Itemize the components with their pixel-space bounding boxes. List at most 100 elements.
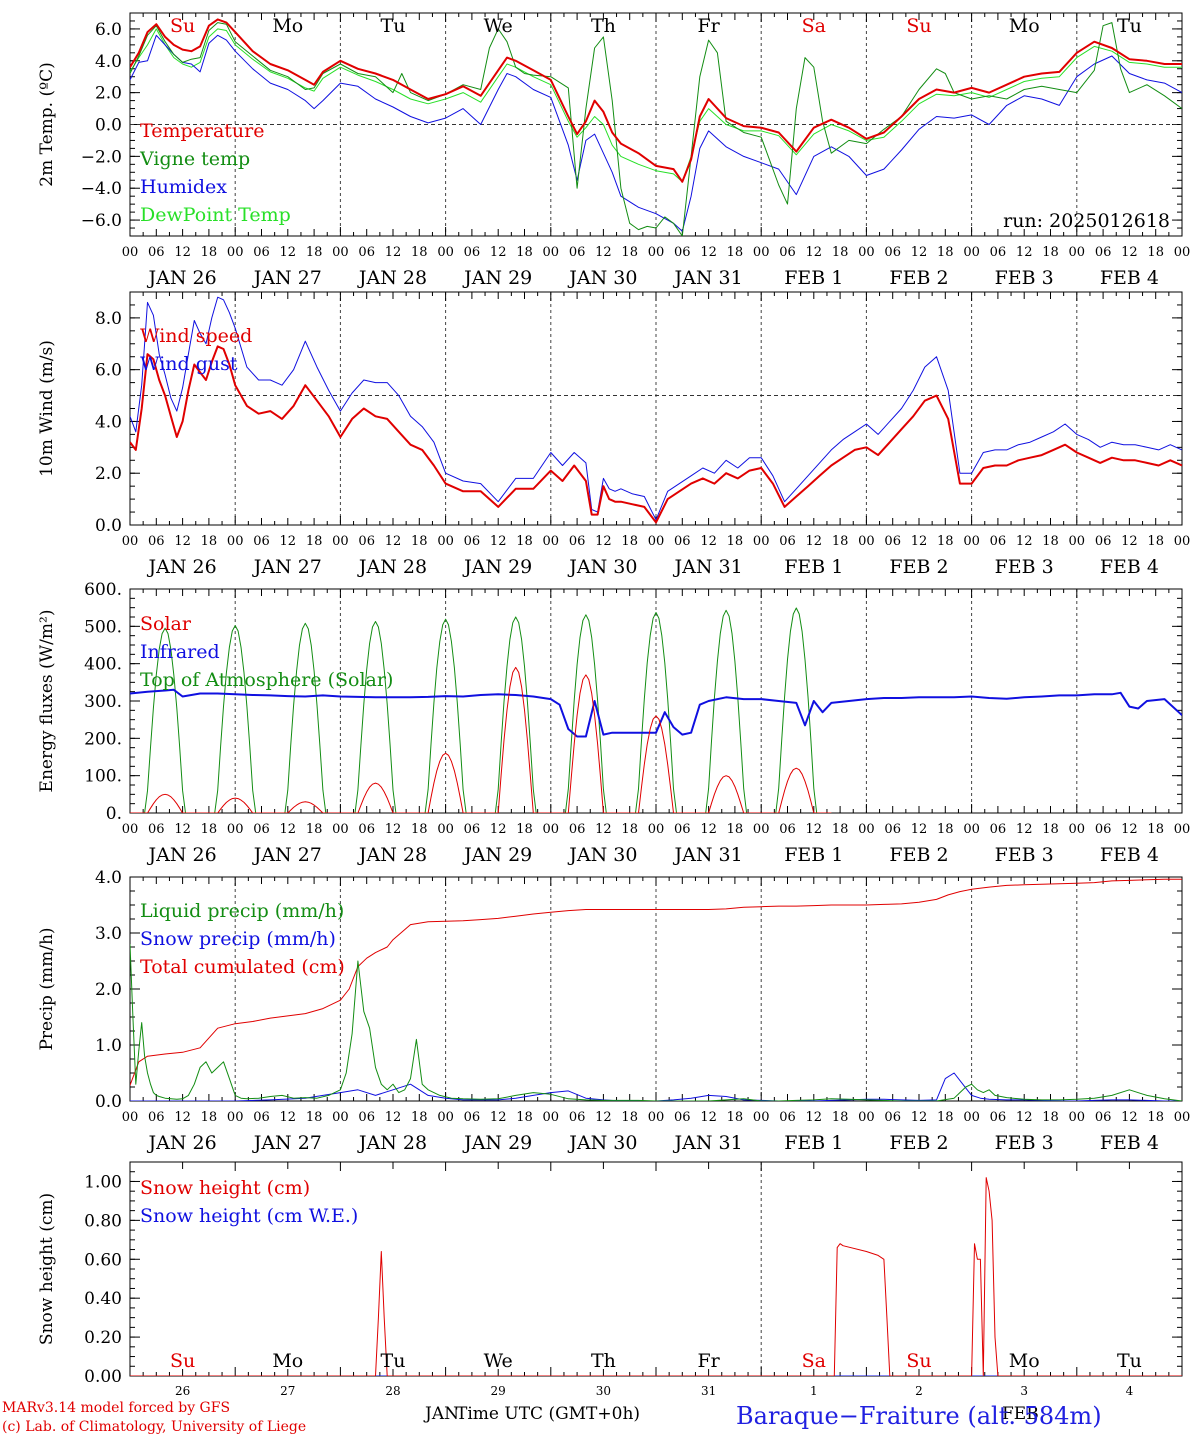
- hour-tick-label: 06: [884, 245, 901, 260]
- hour-tick-label: 18: [306, 822, 323, 837]
- hour-tick-label: 18: [937, 822, 954, 837]
- hour-tick-label: 12: [700, 1110, 717, 1125]
- legend-entry: Snow precip (mm/h): [140, 928, 336, 950]
- hour-tick-label: 18: [516, 245, 533, 260]
- y-tick-label: 4.0: [95, 412, 122, 432]
- weekday-label: We: [484, 1350, 513, 1372]
- weekday-label: Fr: [697, 15, 720, 37]
- hour-tick-label: 06: [990, 822, 1007, 837]
- series-line: [130, 1177, 1182, 1376]
- legend-entry: Total cumulated (cm): [140, 956, 345, 978]
- hour-tick-label: 06: [148, 1110, 165, 1125]
- hour-tick-label: 12: [595, 1110, 612, 1125]
- hour-tick-label: 18: [201, 534, 218, 549]
- hour-tick-label: 06: [358, 245, 375, 260]
- legend-entry: Temperature: [140, 120, 264, 142]
- hour-tick-label: 18: [727, 534, 744, 549]
- hour-tick-label: 18: [727, 822, 744, 837]
- hour-tick-label: 00: [1174, 245, 1191, 260]
- hour-tick-label: 18: [516, 534, 533, 549]
- hour-tick-label: 06: [569, 534, 586, 549]
- hour-tick-label: 00: [437, 245, 454, 260]
- legend-entry: DewPoint Temp: [140, 204, 291, 226]
- hour-tick-label: 00: [1069, 1110, 1086, 1125]
- hour-tick-label: 06: [464, 1110, 481, 1125]
- y-axis-label: 10m Wind (m/s): [37, 340, 57, 477]
- day-number-label: 31: [701, 1384, 716, 1398]
- hour-tick-label: 00: [1069, 822, 1086, 837]
- hour-tick-label: 06: [569, 822, 586, 837]
- hour-tick-label: 06: [990, 534, 1007, 549]
- series-line: [130, 944, 1182, 1101]
- hour-tick-label: 18: [201, 1110, 218, 1125]
- weekday-label: Su: [170, 15, 195, 37]
- y-tick-label: 4.0: [95, 868, 122, 888]
- hour-tick-label: 12: [806, 1110, 823, 1125]
- hour-tick-label: 06: [358, 822, 375, 837]
- series-line: [130, 34, 1182, 232]
- hour-tick-label: 00: [1174, 534, 1191, 549]
- hour-tick-label: 18: [1147, 822, 1164, 837]
- hour-tick-label: 06: [1095, 1110, 1112, 1125]
- hour-tick-label: 06: [148, 822, 165, 837]
- panel-1: 6.0 4.0 2.0 0.0 −2.0 −4.0 −6.0 2m Temp. (ºC) Tem…: [37, 12, 1191, 289]
- weekday-label: Mo: [1009, 15, 1040, 37]
- hour-tick-label: 00: [227, 534, 244, 549]
- hour-tick-label: 00: [332, 822, 349, 837]
- date-label: FEB 1: [784, 1132, 843, 1154]
- hour-tick-label: 00: [963, 1110, 980, 1125]
- hour-tick-label: 06: [253, 822, 270, 837]
- weekday-label: Su: [906, 1350, 931, 1372]
- hour-tick-label: 00: [437, 822, 454, 837]
- date-label: JAN 26: [147, 267, 217, 289]
- hour-tick-label: 06: [884, 1110, 901, 1125]
- hour-tick-label: 06: [148, 534, 165, 549]
- hour-tick-label: 06: [464, 822, 481, 837]
- hour-tick-label: 18: [306, 245, 323, 260]
- date-label: JAN 28: [357, 556, 427, 578]
- y-tick-label: 6.0: [95, 20, 122, 40]
- hour-tick-label: 06: [358, 534, 375, 549]
- series-line: [130, 18, 1182, 183]
- hour-tick-label: 00: [858, 1110, 875, 1125]
- hour-tick-label: 00: [227, 822, 244, 837]
- y-tick-label: 300.: [84, 692, 122, 712]
- hour-tick-label: 12: [700, 822, 717, 837]
- hour-tick-label: 12: [806, 245, 823, 260]
- hour-tick-label: 06: [253, 1110, 270, 1125]
- hour-tick-label: 00: [648, 1110, 665, 1125]
- hour-tick-label: 00: [1069, 245, 1086, 260]
- hour-tick-label: 00: [227, 245, 244, 260]
- series-line: [130, 1072, 1182, 1101]
- date-label: JAN 29: [462, 556, 532, 578]
- legend-entry: Wind gust: [140, 353, 238, 375]
- month-label-jan: JAN: [425, 1404, 459, 1424]
- series-line: [130, 296, 1182, 521]
- hour-tick-label: 18: [937, 245, 954, 260]
- station-title: Baraque−Fraiture (alt. 584m): [736, 1402, 1102, 1430]
- weekday-label: Tu: [381, 1350, 406, 1372]
- hour-tick-label: 12: [174, 534, 191, 549]
- y-tick-label: 8.0: [95, 309, 122, 329]
- date-label: FEB 4: [1100, 556, 1159, 578]
- hour-tick-label: 12: [385, 534, 402, 549]
- hour-tick-label: 12: [911, 1110, 928, 1125]
- hour-tick-label: 12: [700, 245, 717, 260]
- legend-entry: Humidex: [140, 176, 227, 198]
- hour-tick-label: 06: [464, 534, 481, 549]
- hour-tick-label: 12: [1121, 534, 1138, 549]
- hour-tick-label: 18: [201, 245, 218, 260]
- y-tick-label: 2.0: [95, 84, 122, 104]
- hour-tick-label: 18: [621, 822, 638, 837]
- date-label: FEB 1: [784, 556, 843, 578]
- date-label: JAN 29: [462, 844, 532, 866]
- hour-tick-label: 00: [648, 245, 665, 260]
- hour-tick-label: 00: [122, 1110, 139, 1125]
- day-number-label: 29: [491, 1384, 506, 1398]
- hour-tick-label: 00: [543, 822, 560, 837]
- weekday-label: Th: [591, 1350, 616, 1372]
- date-label: JAN 28: [357, 844, 427, 866]
- hour-tick-label: 06: [1095, 534, 1112, 549]
- hour-tick-label: 00: [1174, 1110, 1191, 1125]
- hour-tick-label: 18: [1147, 1110, 1164, 1125]
